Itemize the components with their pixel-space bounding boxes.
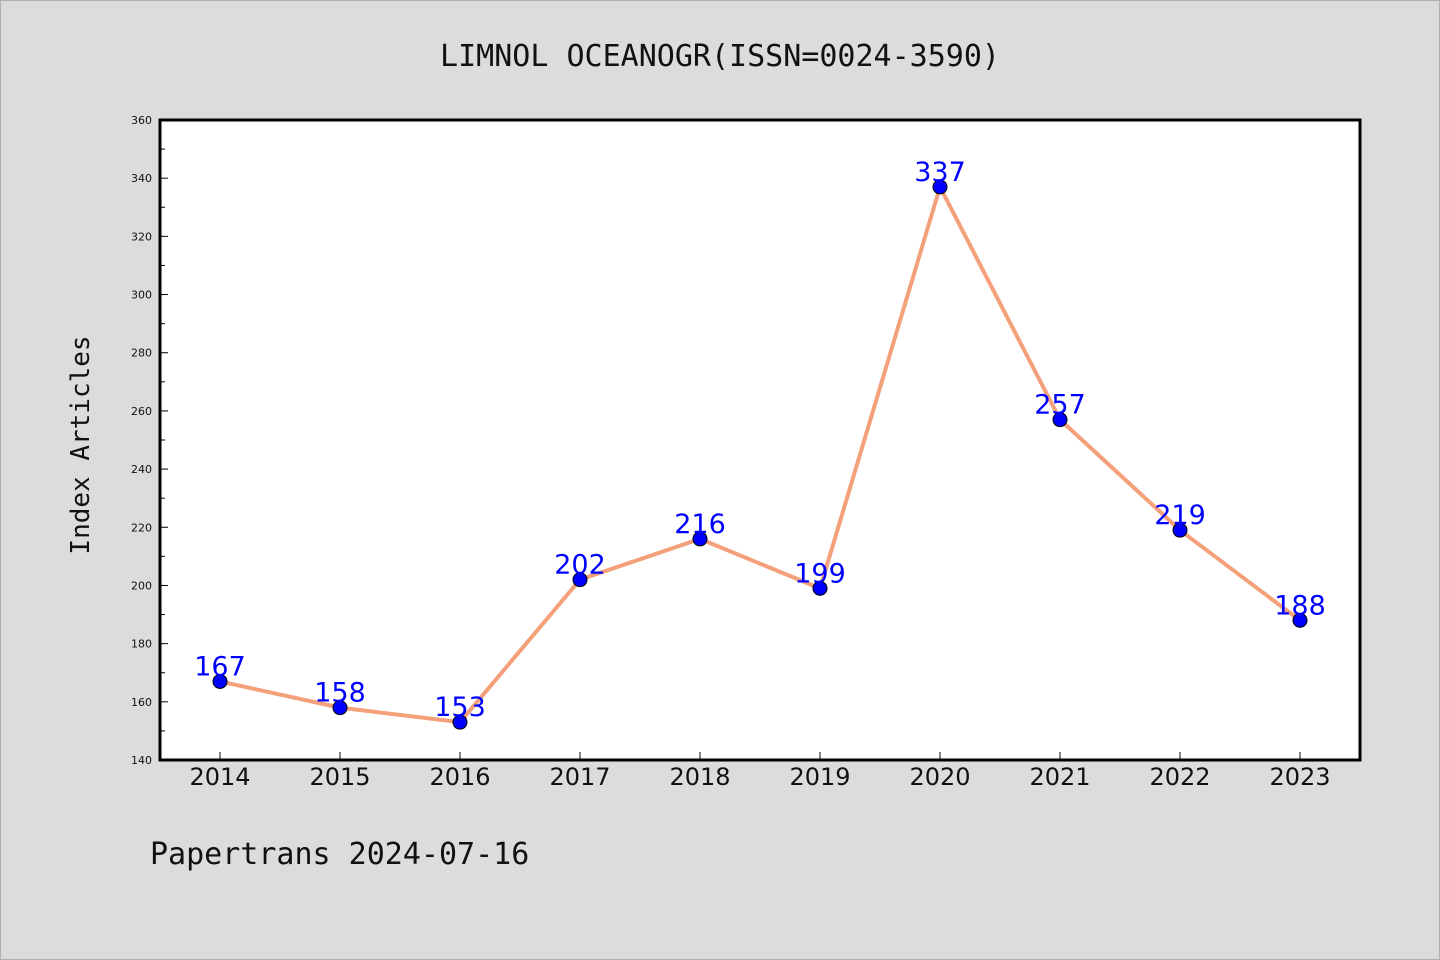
data-point — [812, 580, 828, 596]
x-tick-label: 2018 — [669, 763, 730, 791]
data-point — [1172, 522, 1188, 538]
data-point — [1052, 412, 1068, 428]
data-label: 153 — [434, 692, 486, 723]
y-tick-label: 260 — [131, 405, 152, 418]
data-point — [212, 673, 228, 689]
data-label: 188 — [1274, 590, 1326, 621]
data-label: 199 — [794, 558, 846, 589]
x-tick-label: 2015 — [309, 763, 370, 791]
data-label: 216 — [674, 509, 726, 540]
data-point — [932, 179, 948, 195]
data-label: 337 — [914, 157, 966, 188]
series-path — [218, 184, 1302, 725]
data-label: 257 — [1034, 390, 1086, 421]
y-tick-label: 140 — [131, 754, 152, 767]
x-tick-label: 2023 — [1269, 763, 1330, 791]
y-tick-label: 240 — [131, 463, 152, 476]
y-tick-label: 180 — [131, 638, 152, 651]
data-labels: 167 158 153 202 216 199 337 257 219 188 — [194, 157, 1326, 723]
x-tick-label: 2017 — [549, 763, 610, 791]
chart-title: LIMNOL OCEANOGR(ISSN=0024-3590) — [440, 39, 1000, 74]
data-label: 158 — [314, 678, 366, 709]
x-tick-label: 2014 — [189, 763, 250, 791]
data-point — [452, 714, 468, 730]
x-tick-label: 2021 — [1029, 763, 1090, 791]
series-markers — [212, 179, 1308, 730]
y-tick-label: 300 — [131, 289, 152, 302]
data-point — [692, 531, 708, 547]
data-label: 167 — [194, 651, 246, 682]
y-tick-label: 320 — [131, 230, 152, 243]
plot-area — [158, 118, 1362, 762]
y-axis-label: Index Articles — [66, 335, 96, 554]
data-label: 219 — [1154, 500, 1206, 531]
footer-text: Papertrans 2024-07-16 — [150, 837, 529, 872]
y-axis: 140 160 180 200 220 240 260 280 300 320 340 360 — [131, 114, 168, 767]
y-tick-label: 360 — [131, 114, 152, 127]
y-tick-label: 220 — [131, 521, 152, 534]
data-label: 202 — [554, 550, 606, 581]
y-tick-label: 280 — [131, 347, 152, 360]
x-tick-label: 2019 — [789, 763, 850, 791]
data-point — [572, 572, 588, 588]
x-tick-label: 2016 — [429, 763, 490, 791]
data-point — [1292, 612, 1308, 628]
y-tick-label: 160 — [131, 696, 152, 709]
x-tick-label: 2020 — [909, 763, 970, 791]
data-point — [332, 700, 348, 716]
x-axis: 2014 2015 2016 2017 2018 2019 2020 2021 2022 2023 — [189, 752, 1331, 791]
y-tick-label: 340 — [131, 172, 152, 185]
series-line — [218, 184, 1302, 725]
y-tick-label: 200 — [131, 579, 152, 592]
x-tick-label: 2022 — [1149, 763, 1210, 791]
